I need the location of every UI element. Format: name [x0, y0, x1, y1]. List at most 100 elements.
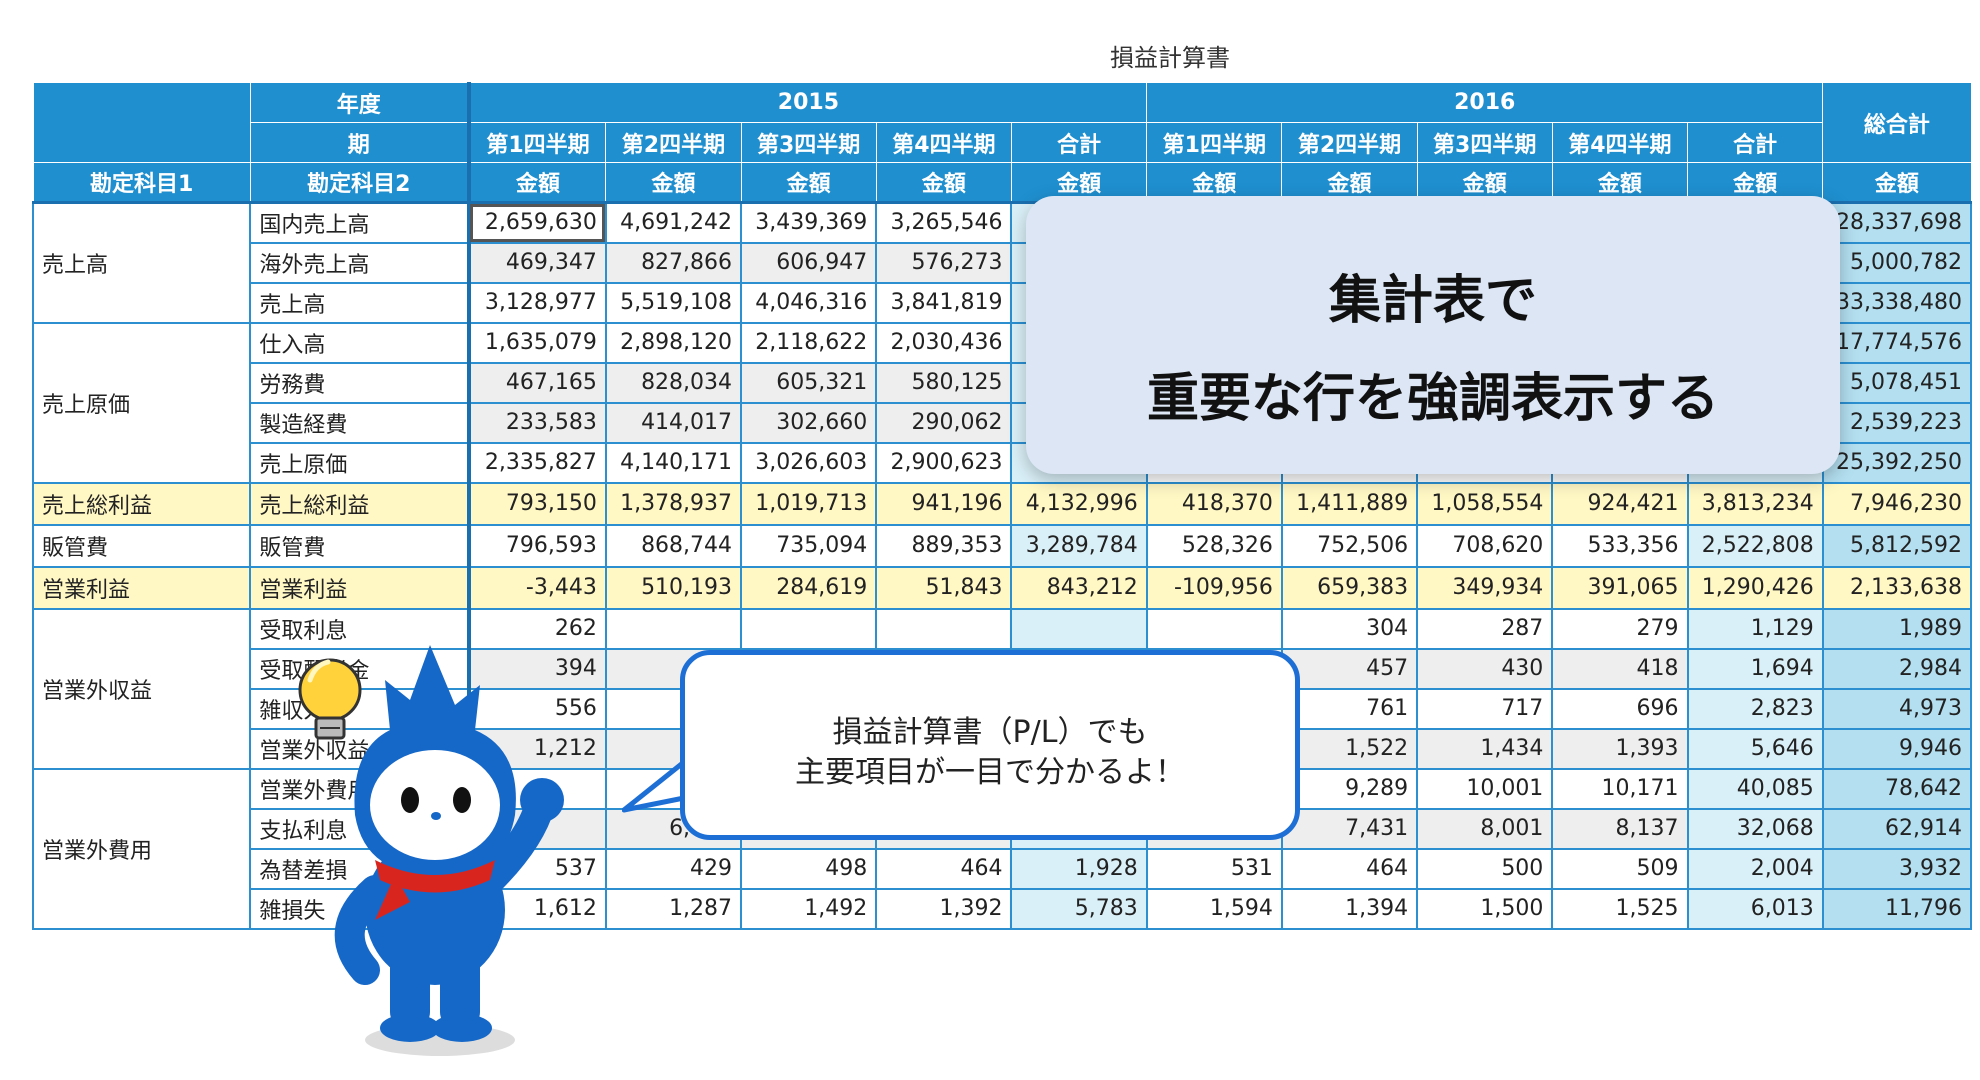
value-cell[interactable]: 3,128,977 [466, 281, 607, 324]
value-cell[interactable]: 510,193 [604, 565, 743, 610]
value-cell[interactable]: 4,973 [1821, 687, 1972, 730]
value-cell[interactable]: 32,068 [1686, 807, 1824, 850]
value-cell[interactable]: 2,659,630 [466, 201, 607, 244]
value-cell[interactable]: 605,321 [740, 361, 878, 404]
account1-cell[interactable]: 売上高 [32, 201, 252, 324]
value-cell[interactable]: 464 [875, 847, 1013, 890]
value-cell[interactable]: 302,660 [740, 401, 878, 444]
value-cell[interactable]: 843,212 [1010, 565, 1148, 610]
value-cell[interactable]: 1,434 [1416, 727, 1554, 770]
value-cell[interactable]: 2,900,623 [875, 441, 1013, 484]
value-cell[interactable]: 287 [1416, 607, 1554, 650]
value-cell[interactable]: 796,593 [466, 523, 607, 568]
value-cell[interactable]: 3,813,234 [1686, 481, 1824, 526]
value-cell[interactable]: 2,118,622 [740, 321, 878, 364]
value-cell[interactable]: 2,335,827 [466, 441, 607, 484]
value-cell[interactable]: 1,989 [1821, 607, 1972, 650]
value-cell[interactable] [1145, 607, 1283, 650]
value-cell[interactable]: 941,196 [875, 481, 1013, 526]
account2-cell[interactable]: 国内売上高 [249, 201, 470, 244]
value-cell[interactable]: 4,046,316 [740, 281, 878, 324]
value-cell[interactable]: 7,431 [1280, 807, 1419, 850]
value-cell[interactable]: 394 [466, 647, 607, 690]
value-cell[interactable]: 2,823 [1686, 687, 1824, 730]
value-cell[interactable]: 1,212 [466, 727, 607, 770]
value-cell[interactable]: 2,004 [1686, 847, 1824, 890]
value-cell[interactable]: 4,132,996 [1010, 481, 1148, 526]
value-cell[interactable]: 8,001 [1416, 807, 1554, 850]
value-cell[interactable]: 429 [604, 847, 743, 890]
value-cell[interactable]: 1,393 [1551, 727, 1689, 770]
account2-cell[interactable]: 仕入高 [249, 321, 470, 364]
value-cell[interactable]: 5,646 [1686, 727, 1824, 770]
account2-cell[interactable]: 売上原価 [249, 441, 470, 484]
value-cell[interactable]: 5,078,451 [1821, 361, 1972, 404]
value-cell[interactable]: 1,394 [1280, 887, 1419, 930]
value-cell[interactable]: 7,946,230 [1821, 481, 1972, 526]
value-cell[interactable]: 25,392,250 [1821, 441, 1972, 484]
value-cell[interactable]: 1,129 [1686, 607, 1824, 650]
value-cell[interactable]: 606,947 [740, 241, 878, 284]
value-cell[interactable]: 33,338,480 [1821, 281, 1972, 324]
value-cell[interactable]: 533,356 [1551, 523, 1689, 568]
account2-cell[interactable]: 営業利益 [249, 565, 470, 610]
account2-cell[interactable]: 販管費 [249, 523, 470, 568]
value-cell[interactable]: 752,506 [1280, 523, 1419, 568]
value-cell[interactable]: 3,932 [1821, 847, 1972, 890]
value-cell[interactable]: 2,984 [1821, 647, 1972, 690]
account1-cell[interactable]: 売上総利益 [32, 481, 252, 526]
value-cell[interactable]: 28,337,698 [1821, 201, 1972, 244]
account2-cell[interactable]: 製造経費 [249, 401, 470, 444]
value-cell[interactable] [1010, 607, 1148, 650]
value-cell[interactable]: 1,525 [1551, 887, 1689, 930]
value-cell[interactable]: 556 [466, 687, 607, 730]
value-cell[interactable]: 696 [1551, 687, 1689, 730]
value-cell[interactable]: 467,165 [466, 361, 607, 404]
value-cell[interactable]: 509 [1551, 847, 1689, 890]
value-cell[interactable]: 761 [1280, 687, 1419, 730]
value-cell[interactable]: 708,620 [1416, 523, 1554, 568]
account1-cell[interactable]: 販管費 [32, 523, 252, 568]
value-cell[interactable]: 1,378,937 [604, 481, 743, 526]
value-cell[interactable]: 78,642 [1821, 767, 1972, 810]
value-cell[interactable]: 889,353 [875, 523, 1013, 568]
value-cell[interactable]: 233,583 [466, 401, 607, 444]
value-cell[interactable]: 262 [466, 607, 607, 650]
account2-cell[interactable]: 売上高 [249, 281, 470, 324]
value-cell[interactable]: 828,034 [604, 361, 743, 404]
value-cell[interactable]: 1,694 [1686, 647, 1824, 690]
account2-cell[interactable]: 売上総利益 [249, 481, 470, 526]
value-cell[interactable]: -109,956 [1145, 565, 1283, 610]
account2-cell[interactable]: 労務費 [249, 361, 470, 404]
value-cell[interactable]: 1,411,889 [1280, 481, 1419, 526]
value-cell[interactable]: 1,287 [604, 887, 743, 930]
value-cell[interactable]: 290,062 [875, 401, 1013, 444]
value-cell[interactable]: 1,058,554 [1416, 481, 1554, 526]
value-cell[interactable]: 827,866 [604, 241, 743, 284]
account1-cell[interactable]: 営業外費用 [32, 767, 252, 930]
value-cell[interactable]: 11,796 [1821, 887, 1972, 930]
value-cell[interactable]: 735,094 [740, 523, 878, 568]
value-cell[interactable]: 1,635,079 [466, 321, 607, 364]
value-cell[interactable]: 5,000,782 [1821, 241, 1972, 284]
value-cell[interactable]: 430 [1416, 647, 1554, 690]
value-cell[interactable]: -3,443 [466, 565, 607, 610]
value-cell[interactable]: 5,812,592 [1821, 523, 1972, 568]
account1-cell[interactable]: 営業利益 [32, 565, 252, 610]
value-cell[interactable]: 528,326 [1145, 523, 1283, 568]
value-cell[interactable]: 3,026,603 [740, 441, 878, 484]
account2-cell[interactable]: 海外売上高 [249, 241, 470, 284]
value-cell[interactable]: 1,492 [740, 887, 878, 930]
value-cell[interactable]: 2,522,808 [1686, 523, 1824, 568]
value-cell[interactable]: 717 [1416, 687, 1554, 730]
value-cell[interactable]: 4,691,242 [604, 201, 743, 244]
value-cell[interactable] [875, 607, 1013, 650]
value-cell[interactable]: 498 [740, 847, 878, 890]
value-cell[interactable]: 793,150 [466, 481, 607, 526]
value-cell[interactable]: 3,265,546 [875, 201, 1013, 244]
value-cell[interactable]: 576,273 [875, 241, 1013, 284]
value-cell[interactable]: 1,928 [1010, 847, 1148, 890]
value-cell[interactable]: 531 [1145, 847, 1283, 890]
value-cell[interactable]: 8,137 [1551, 807, 1689, 850]
value-cell[interactable]: 414,017 [604, 401, 743, 444]
